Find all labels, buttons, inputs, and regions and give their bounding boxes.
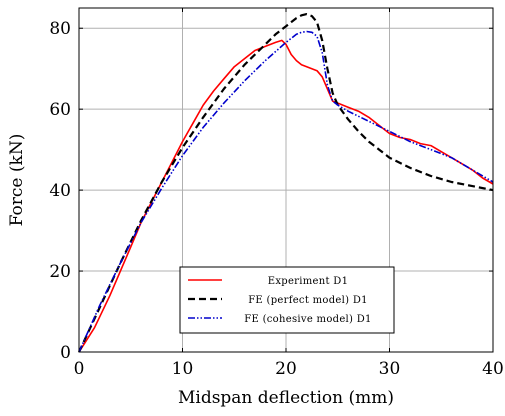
x-tick-label: 30 bbox=[379, 359, 401, 379]
x-tick-label: 10 bbox=[172, 359, 194, 379]
grid-layer bbox=[79, 8, 493, 352]
x-tick-label: 20 bbox=[275, 359, 297, 379]
y-tick-label: 20 bbox=[49, 262, 71, 282]
tick-layer: 0 10 20 30 40 0 20 40 60 80 bbox=[49, 8, 504, 379]
legend-label-1: Experiment D1 bbox=[268, 276, 349, 287]
y-tick-label: 60 bbox=[49, 100, 71, 120]
y-tick-label: 40 bbox=[49, 181, 71, 201]
series-line-2 bbox=[78, 13, 494, 353]
y-tick-label: 0 bbox=[60, 343, 71, 363]
legend-label-3: FE (cohesive model) D1 bbox=[244, 314, 371, 325]
x-axis-title: Midspan deflection (mm) bbox=[178, 388, 394, 408]
legend-label-2: FE (perfect model) D1 bbox=[248, 295, 368, 306]
x-tick-label: 0 bbox=[74, 359, 85, 379]
legend-entries: Experiment D1 FE (perfect model) D1 FE (co… bbox=[188, 276, 371, 325]
x-tick-label: 40 bbox=[482, 359, 504, 379]
legend: Experiment D1 FE (perfect model) D1 FE (co… bbox=[179, 266, 395, 334]
y-tick-label: 80 bbox=[49, 19, 71, 39]
series-line-3 bbox=[78, 30, 494, 353]
y-axis-title: Force (kN) bbox=[7, 134, 27, 227]
series-layer bbox=[78, 13, 494, 353]
